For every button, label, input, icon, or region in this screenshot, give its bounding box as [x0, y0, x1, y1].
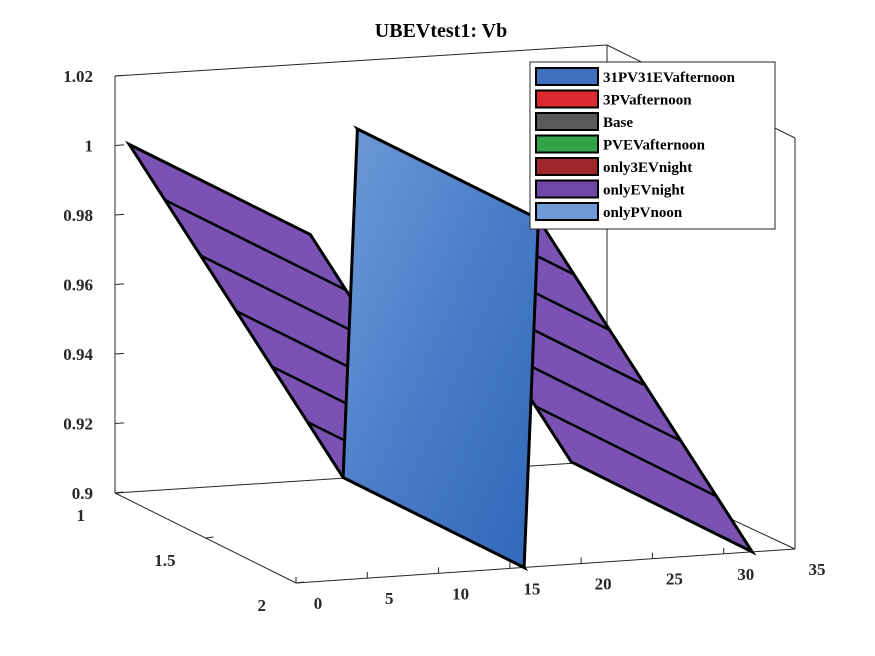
legend-label: Base	[603, 115, 633, 131]
legend-swatch	[535, 202, 599, 221]
legend-label: PVEVafternoon	[603, 138, 706, 154]
y-tick-label: 2	[258, 596, 267, 615]
z-tick-label: 0.9	[72, 484, 93, 503]
x-tick-label: 0	[314, 594, 323, 613]
z-tick-label: 0.98	[63, 206, 93, 225]
legend-swatch	[535, 67, 599, 86]
legend-swatch	[535, 157, 599, 176]
surface-mesh-line	[535, 405, 718, 498]
legend-swatch	[535, 134, 599, 154]
legend-label: 3PVafternoon	[603, 93, 692, 109]
z-tick-mark	[114, 491, 125, 494]
surface-mesh-line	[164, 198, 347, 292]
x-tick-label: 25	[666, 570, 683, 589]
z-tick-label: 1.02	[63, 67, 93, 86]
y-tick-mark	[205, 536, 214, 539]
surface-onlyPVnoon	[341, 126, 540, 570]
legend-label: 31PV31EVafternoon	[603, 70, 736, 86]
z-tick-mark	[114, 74, 125, 77]
legend-swatch	[535, 89, 599, 109]
legend-swatch	[535, 112, 599, 131]
z-tick-mark	[114, 213, 125, 216]
legend: 31PV31EVafternoon 3PVafternoon Base PVEVaft…	[529, 61, 776, 230]
legend-swatch	[535, 179, 599, 199]
chart-title: UBEVtest1: Vb	[375, 20, 507, 42]
x-tick-label: 35	[809, 560, 826, 579]
y-tick-label: 1.5	[154, 551, 175, 570]
z-tick-mark	[114, 144, 125, 146]
x-tick-label: 20	[595, 575, 612, 594]
z-tick-mark	[114, 422, 125, 424]
x-tick-label: 30	[737, 565, 754, 584]
surfaces-layer	[125, 125, 757, 572]
z-tick-label: 0.92	[63, 415, 93, 434]
z-tick-mark	[114, 283, 125, 285]
z-tick-label: 1	[85, 137, 94, 156]
legend-label: onlyEVnight	[603, 183, 685, 199]
z-tick-label: 0.94	[63, 345, 93, 364]
x-tick-label: 5	[385, 589, 394, 608]
y-tick-mark	[295, 581, 305, 584]
y-tick-label: 1	[77, 506, 86, 525]
x-tick-label: 15	[523, 579, 540, 598]
ticks-layer: 0 5 10 15 20 25 30 35 1 1.5 2 0.9 0.92 0.94 0.96 0.98 1 1…	[63, 67, 825, 615]
legend-label: only3EVnight	[603, 160, 692, 176]
x-tick-label: 10	[452, 584, 469, 603]
z-tick-label: 0.96	[63, 276, 93, 295]
x-axis-line	[295, 548, 796, 584]
legend-label: onlyPVnoon	[603, 205, 683, 221]
z-tick-mark	[114, 352, 125, 355]
